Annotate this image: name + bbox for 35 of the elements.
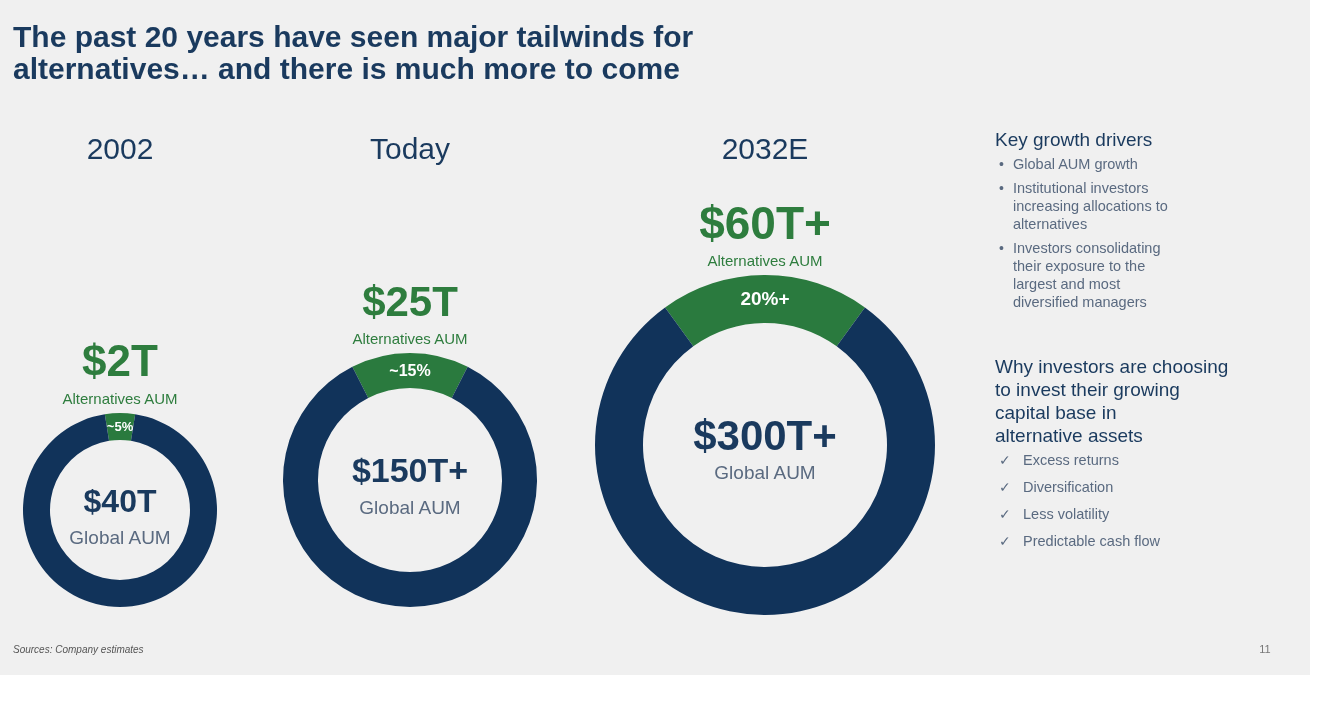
slice-label: Global AUM <box>714 462 816 483</box>
donut-slice <box>665 275 865 347</box>
text: $2T <box>82 336 159 385</box>
slice-label: Alternatives AUM <box>62 390 178 407</box>
text: $150T+ <box>351 451 469 489</box>
text: Key growth drivers <box>995 129 1153 150</box>
text: ✓ Excess returns <box>999 452 1119 468</box>
text: • Institutional investors increasing allocations to alternatives <box>999 180 1168 232</box>
donut-slice <box>23 414 217 607</box>
data-label: ~5% <box>106 418 134 434</box>
text: $40T <box>83 483 157 519</box>
text: ✓ Diversification <box>999 479 1114 495</box>
slice-label: Alternatives AUM <box>352 330 468 347</box>
donut-slice <box>283 366 537 607</box>
chart-title: 2002 <box>86 132 154 165</box>
text: $300T+ <box>693 412 837 459</box>
chart-title: 2032E <box>721 132 809 165</box>
donut-slice <box>595 307 935 615</box>
text: ✓ Less volatility <box>999 506 1110 522</box>
text: $60T+ <box>699 197 831 249</box>
slice-label: Alternatives AUM <box>707 252 823 269</box>
slice-label: Global AUM <box>359 497 461 518</box>
data-label: ~15% <box>389 361 431 379</box>
text: ✓ Predictable cash flow <box>999 533 1161 549</box>
text: The past 20 years have seen major tailwinds for alternatives… and there is much more to come <box>13 20 694 85</box>
text: • Investors consolidating their exposure to the largest and most diversified managers <box>999 240 1161 310</box>
data-label: 20%+ <box>740 288 790 309</box>
source-note: Sources: Company estimates <box>13 644 144 655</box>
donut-slice <box>352 353 468 399</box>
text: 11 <box>1259 643 1271 655</box>
text: $25T <box>362 278 459 325</box>
chart-title: Today <box>369 132 451 165</box>
text: • Global AUM growth <box>999 156 1138 172</box>
slice-label: Global AUM <box>69 527 171 548</box>
text: Why investors are choosing to invest their growing capital base in alternative assets <box>995 356 1229 446</box>
